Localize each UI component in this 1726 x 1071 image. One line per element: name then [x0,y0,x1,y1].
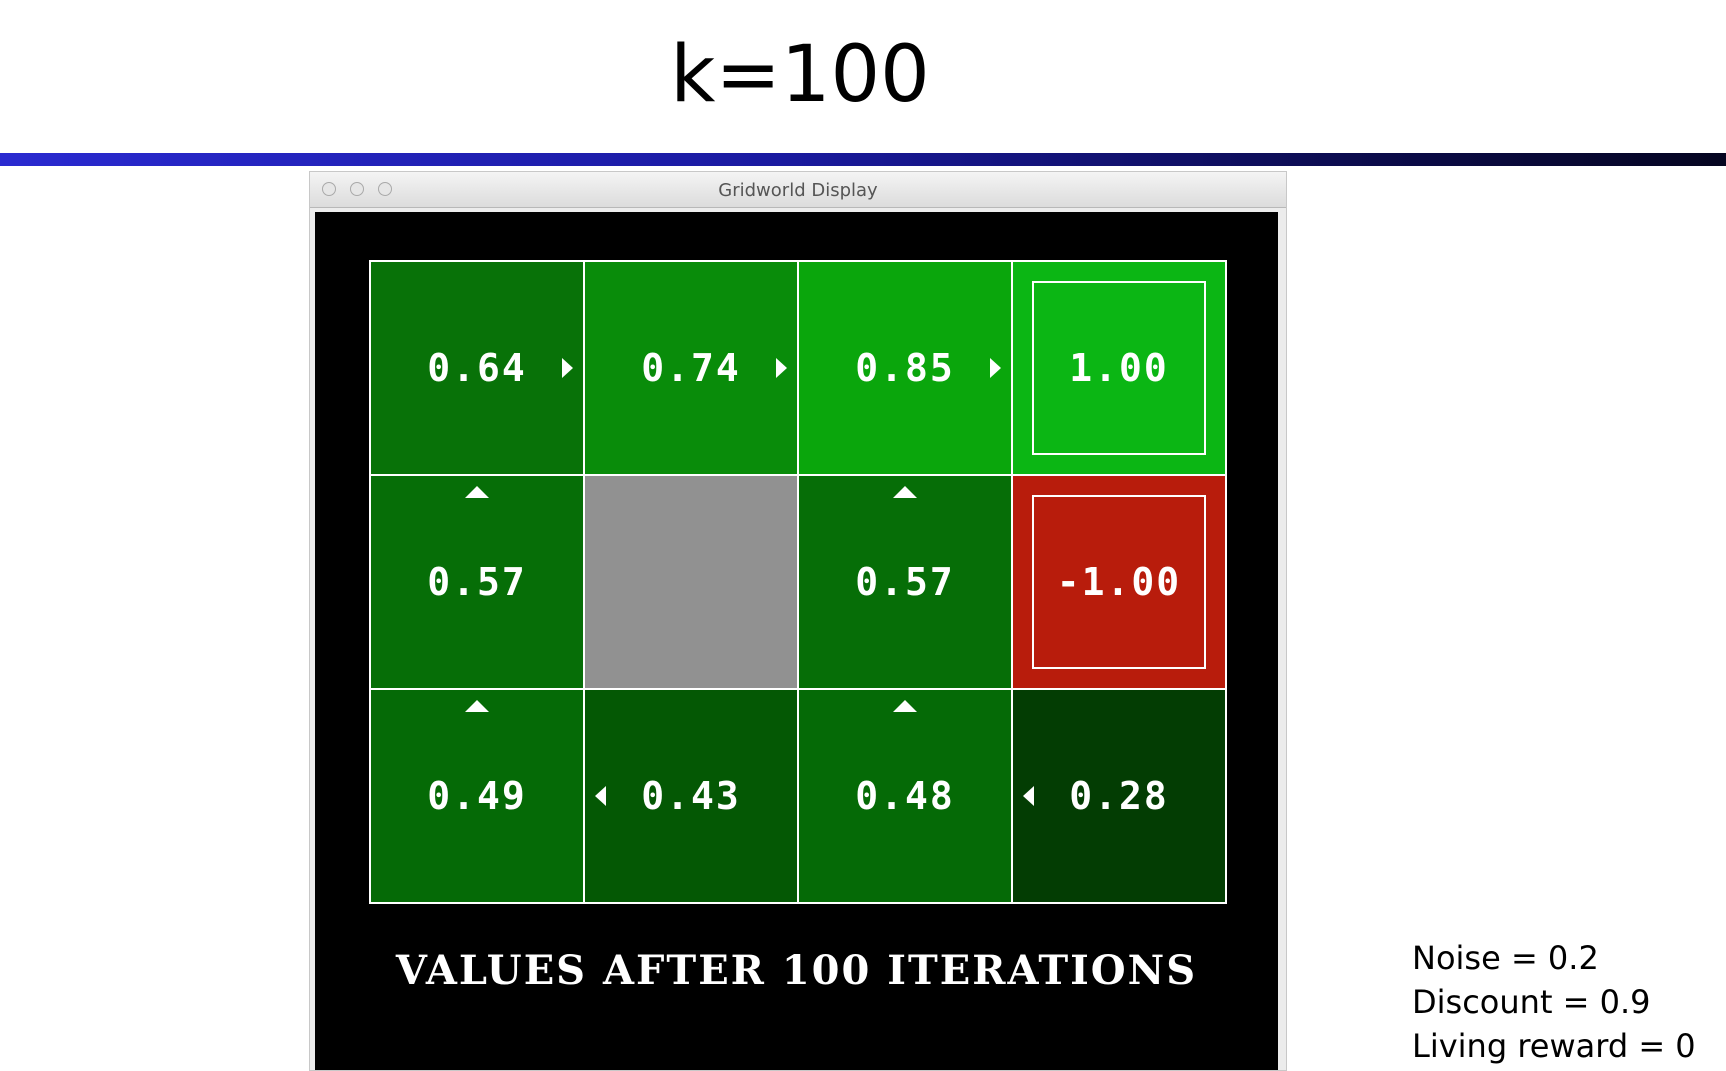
noise-param: Noise = 0.2 [1412,939,1599,977]
minimize-window-button[interactable] [350,182,364,196]
state-value: 0.64 [427,346,527,390]
state-value: -1.00 [1056,560,1182,604]
policy-arrow-up-icon [465,700,489,712]
state-cell: 0.43 [583,688,799,904]
slide-title: k=100 [670,30,930,120]
title-divider [0,153,1726,166]
gridworld-window: Gridworld Display 0.64 0.74 0.85 1.00 0.57 0.… [309,171,1287,1071]
window-titlebar[interactable]: Gridworld Display [310,172,1286,208]
iterations-caption: VALUES AFTER 100 ITERATIONS [395,947,1198,994]
policy-arrow-right-icon [990,358,1001,378]
state-cell: 0.48 [797,688,1013,904]
state-cell: 0.28 [1011,688,1227,904]
state-cell: 0.57 [369,474,585,690]
gridworld-canvas: 0.64 0.74 0.85 1.00 0.57 0.57 -1.00 0.49 0.43 0.4… [315,212,1278,1070]
state-value: 0.49 [427,774,527,818]
policy-arrow-up-icon [893,700,917,712]
policy-arrow-left-icon [1023,786,1034,806]
state-cell: 0.74 [583,260,799,476]
state-value: 0.74 [641,346,741,390]
state-value: 0.85 [855,346,955,390]
state-cell: 0.57 [797,474,1013,690]
state-cell: 0.49 [369,688,585,904]
state-value: 0.43 [641,774,741,818]
state-value: 0.28 [1069,774,1169,818]
state-value: 0.57 [855,560,955,604]
terminal-marker [1032,495,1206,669]
policy-arrow-right-icon [562,358,573,378]
state-cell: 0.64 [369,260,585,476]
state-value: 0.48 [855,774,955,818]
value-grid: 0.64 0.74 0.85 1.00 0.57 0.57 -1.00 0.49 0.43 0.4… [369,260,1229,904]
state-value: 1.00 [1069,346,1169,390]
discount-param: Discount = 0.9 [1412,983,1651,1021]
terminal-cell: 1.00 [1011,260,1227,476]
state-cell: 0.85 [797,260,1013,476]
terminal-marker [1032,281,1206,455]
terminal-cell: -1.00 [1011,474,1227,690]
state-value: 0.57 [427,560,527,604]
policy-arrow-up-icon [465,486,489,498]
policy-arrow-right-icon [776,358,787,378]
close-window-button[interactable] [322,182,336,196]
policy-arrow-left-icon [595,786,606,806]
living-reward-param: Living reward = 0 [1412,1027,1696,1065]
parameters-panel: Noise = 0.2 Discount = 0.9 Living reward… [1412,936,1696,1068]
wall-cell [583,474,799,690]
zoom-window-button[interactable] [378,182,392,196]
policy-arrow-up-icon [893,486,917,498]
window-title: Gridworld Display [718,180,878,201]
